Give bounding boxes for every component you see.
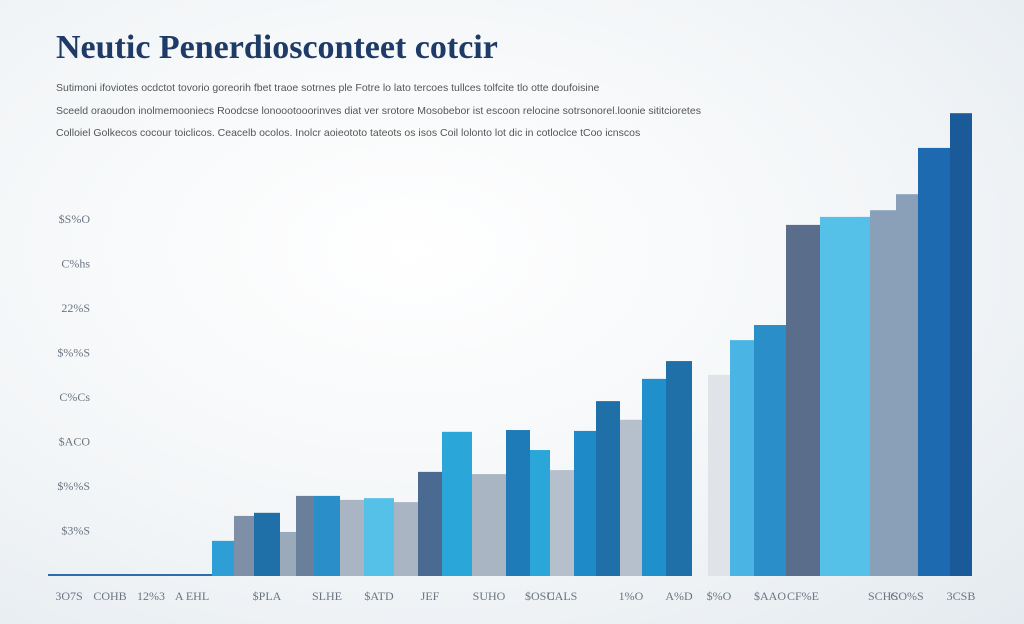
bar	[172, 574, 212, 576]
bar	[820, 216, 870, 576]
chart-title: Neutic Penerdiosconteet cotcir	[56, 29, 498, 66]
x-tick-label: CF%E	[787, 589, 819, 603]
bar	[786, 224, 820, 576]
x-tick-label: 1%O	[619, 589, 644, 603]
x-tick-label: $ATD	[364, 589, 394, 603]
bar	[950, 113, 972, 576]
x-tick-label: $%O	[707, 589, 732, 603]
y-tick-label: 22%S	[61, 301, 90, 315]
bar	[918, 147, 950, 576]
x-tick-label: SLHE	[312, 589, 342, 603]
x-tick-label: $AAO	[754, 589, 786, 603]
x-tick-label: SCHS	[868, 589, 898, 603]
x-tick-label: A EHL	[175, 589, 209, 603]
x-tick-label: A%D	[665, 589, 693, 603]
bar	[48, 574, 90, 576]
x-tick-label: JEF	[421, 589, 440, 603]
bar	[708, 374, 730, 576]
bar	[130, 574, 172, 576]
subtitle-line: Colloiel Golkecos cocour toiclicos. Ceac…	[56, 127, 640, 139]
y-tick-label: C%hs	[61, 256, 90, 270]
bar	[596, 401, 620, 576]
y-tick-label: $%%S	[57, 345, 90, 359]
x-tick-label: 3O7S	[55, 589, 82, 603]
bar	[472, 474, 506, 576]
bar	[574, 430, 596, 576]
x-tick-label: 12%3	[137, 589, 165, 603]
bar	[754, 325, 786, 576]
bar	[394, 502, 418, 576]
bar	[234, 515, 254, 576]
bar	[296, 495, 314, 576]
bar	[620, 419, 642, 576]
x-tick-label: CALS	[547, 589, 578, 603]
x-tick-label: 3CSB	[947, 589, 976, 603]
bar	[340, 499, 364, 576]
bar	[530, 450, 550, 576]
bar	[506, 430, 530, 576]
x-tick-label: $PLA	[253, 589, 282, 603]
y-tick-label: $3%S	[61, 523, 90, 537]
bar	[418, 471, 442, 576]
bar	[280, 531, 296, 576]
subtitle-line: Sceeld oraoudon inolmemooniecs Roodcse l…	[56, 105, 701, 117]
y-tick-label: $ACO	[59, 434, 91, 448]
x-tick-label: COHB	[93, 589, 126, 603]
bar	[896, 194, 918, 576]
bar	[364, 498, 394, 576]
bar	[212, 540, 234, 576]
y-tick-label: $%%S	[57, 479, 90, 493]
bar	[642, 378, 666, 576]
bar	[90, 574, 130, 576]
subtitle-line: Sutimoni ifoviotes ocdctot tovorio goreo…	[56, 82, 600, 94]
x-tick-label: SUHO	[473, 589, 506, 603]
bar	[666, 361, 692, 576]
bar	[254, 512, 280, 576]
x-tick-label: $OSU	[525, 589, 555, 603]
bar	[550, 470, 574, 576]
x-tick-label: CO%S	[890, 589, 923, 603]
y-tick-label: C%Cs	[59, 390, 90, 404]
bar	[730, 340, 754, 576]
bar	[442, 431, 472, 576]
bar	[314, 495, 340, 576]
bar	[870, 210, 896, 576]
y-tick-label: $S%O	[59, 212, 91, 226]
